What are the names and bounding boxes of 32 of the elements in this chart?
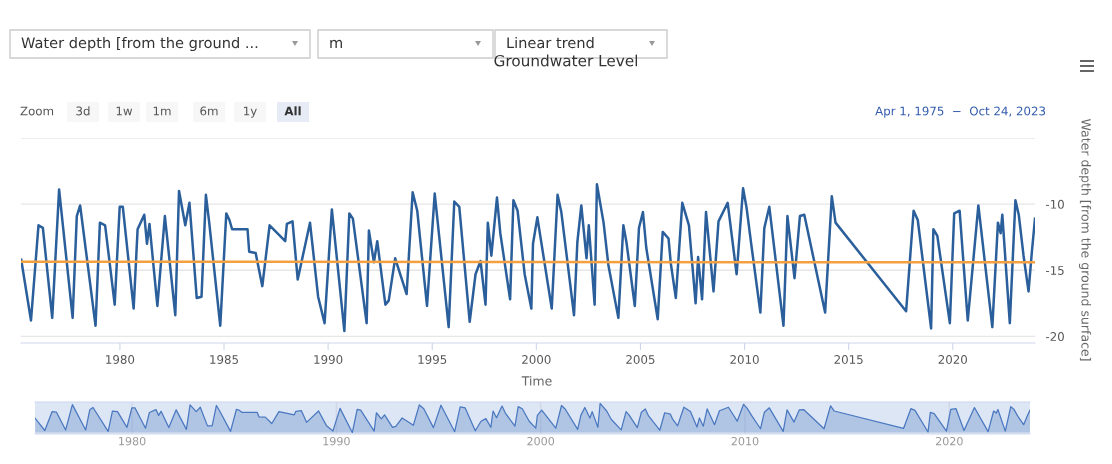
text: Zoom	[20, 106, 54, 116]
text: 1y	[244, 106, 257, 118]
x-tick-label: 1990	[314, 355, 343, 364]
x-tick-label: 2015	[834, 355, 863, 364]
x-tick-label: 1980	[119, 436, 146, 446]
text: m	[330, 39, 342, 49]
x-tick-label: 1980	[106, 355, 135, 364]
x-tick-label: 2020	[935, 436, 963, 446]
x-tick-label: 2000	[522, 355, 551, 364]
text: 1m	[153, 106, 171, 116]
line-series	[21, 183, 1035, 333]
x-tick-label: 2010	[731, 436, 759, 446]
text: 1w	[116, 106, 133, 116]
x-tick-label: 2005	[626, 355, 655, 364]
text: 3d	[76, 106, 90, 116]
y-tick-label: -15	[1045, 266, 1064, 275]
x-tick-label: 2020	[938, 355, 967, 364]
text: Apr 1, 1975 − Oct 24, 2023	[875, 106, 1046, 118]
text: All	[284, 106, 301, 116]
chart-title: Groundwater Level	[494, 54, 638, 67]
y-axis-title: Water depth [from the ground surface]	[1078, 118, 1092, 361]
x-tick-label: 2000	[527, 436, 555, 446]
x-axis-title: Time	[521, 375, 552, 386]
x-tick-label: 2010	[730, 355, 759, 364]
text: Water depth [from the ground ...	[21, 36, 258, 52]
x-tick-label: 1995	[418, 355, 447, 364]
text: Linear trend	[507, 36, 594, 49]
x-tick-label: 1990	[323, 436, 350, 446]
x-tick-label: 1985	[210, 355, 238, 364]
text: 6m	[200, 106, 218, 116]
y-tick-label: -10	[1045, 199, 1064, 209]
y-tick-label: -20	[1045, 332, 1064, 342]
